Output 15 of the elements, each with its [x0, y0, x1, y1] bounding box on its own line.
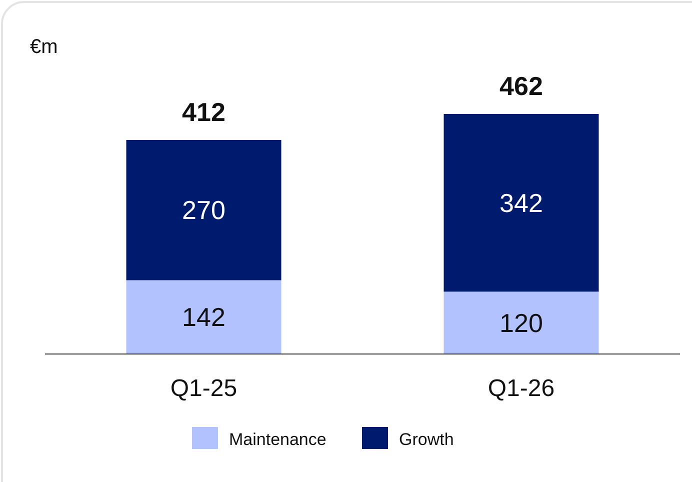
legend-label: Maintenance — [229, 430, 326, 449]
total-label: 412 — [182, 96, 226, 127]
bar — [126, 140, 282, 280]
y-axis-title: €m — [30, 36, 58, 58]
data-label: 270 — [182, 195, 226, 226]
bar — [444, 114, 599, 292]
x-tick-label: Q1-26 — [488, 375, 555, 402]
legend-label: Growth — [399, 430, 454, 449]
data-label: 342 — [500, 188, 543, 218]
total-label: 462 — [500, 71, 543, 101]
data-label: 120 — [500, 308, 543, 338]
bar — [126, 280, 282, 354]
x-tick-label: Q1-25 — [170, 375, 238, 402]
data-label: 142 — [182, 302, 226, 332]
bar — [444, 292, 599, 354]
